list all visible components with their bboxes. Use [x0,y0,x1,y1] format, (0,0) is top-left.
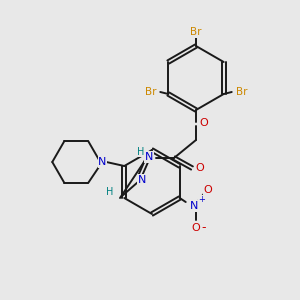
Text: N: N [145,152,153,162]
Text: O: O [191,223,200,233]
Text: H: H [106,187,114,197]
Text: N: N [138,175,146,185]
Text: Br: Br [145,87,156,97]
Text: -: - [202,221,206,235]
Text: Br: Br [190,27,202,37]
Text: H: H [137,147,145,157]
Text: O: O [203,185,212,195]
Text: O: O [196,163,204,173]
Text: O: O [200,118,208,128]
Text: N: N [98,157,106,167]
Text: +: + [198,196,205,205]
Text: Br: Br [236,87,248,97]
Text: N: N [190,201,198,211]
